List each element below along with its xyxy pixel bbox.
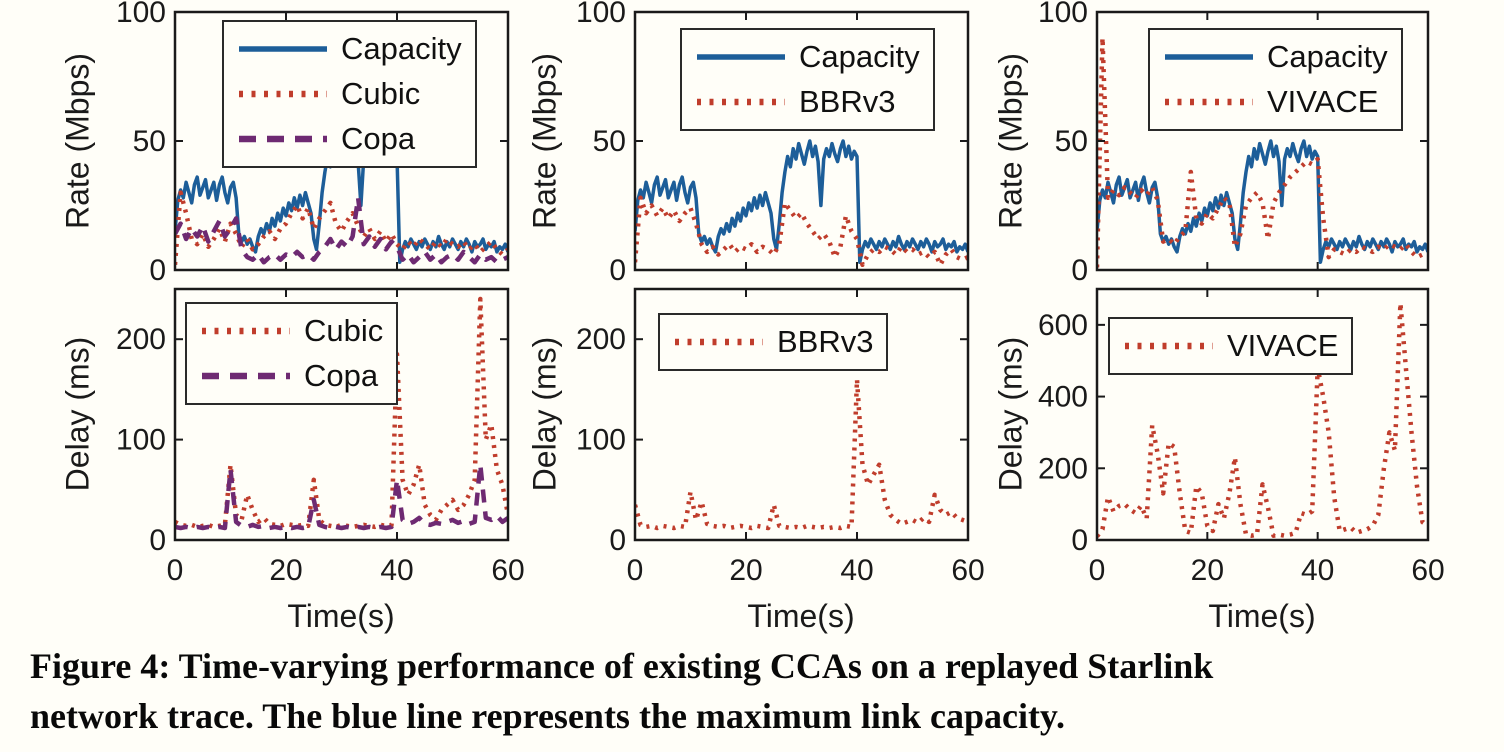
legend-label: Cubic xyxy=(304,313,384,348)
legend-line-sample xyxy=(202,372,290,380)
x-tick-label: 60 xyxy=(951,554,984,587)
legend-label: Cubic xyxy=(341,76,421,111)
y-tick-label: 600 xyxy=(1038,309,1088,342)
legend-entry: VIVACE xyxy=(1163,82,1388,122)
legend-line-sample xyxy=(1165,98,1253,106)
series-copa xyxy=(175,195,508,265)
caption-line-1: Figure 4: Time-varying performance of ex… xyxy=(30,646,1214,686)
x-tick-label: 40 xyxy=(1301,554,1334,587)
ylabel-rate-2: Rate (Mbps) xyxy=(526,52,563,230)
y-tick-label: 100 xyxy=(576,424,626,457)
x-tick-label: 60 xyxy=(1411,554,1444,587)
legend-line-sample xyxy=(202,327,290,335)
y-tick-label: 0 xyxy=(609,254,626,287)
legend-entry: Cubic xyxy=(200,311,383,351)
legend-line-sample xyxy=(239,46,327,52)
legend-entry: Copa xyxy=(200,356,383,396)
y-tick-label: 50 xyxy=(1055,125,1088,158)
axes-box xyxy=(633,287,970,542)
legend-entry: BBRv3 xyxy=(673,322,873,362)
legend-label: VIVACE xyxy=(1227,328,1339,363)
legend-label: Capacity xyxy=(799,39,920,74)
x-tick-label: 40 xyxy=(840,554,873,587)
x-tick-label: 20 xyxy=(1191,554,1224,587)
legend-label: Capacity xyxy=(341,31,462,66)
legend-label: BBRv3 xyxy=(799,84,896,119)
series-bbrv3 xyxy=(635,377,968,531)
legend-delay-bbrv3: BBRv3 xyxy=(658,313,889,371)
series-bbrv3 xyxy=(635,195,968,268)
legend-delay-vivace: VIVACE xyxy=(1108,317,1354,375)
xlabel-time-3: Time(s) xyxy=(1208,598,1316,634)
y-tick-label: 0 xyxy=(1071,254,1088,287)
axes-box xyxy=(173,287,510,542)
y-tick-label: 200 xyxy=(1038,452,1088,485)
legend-rate-bbrv3: Capacity BBRv3 xyxy=(680,28,935,131)
series-cubic xyxy=(175,296,508,530)
legend-label: Copa xyxy=(304,358,379,393)
series-copa xyxy=(175,462,508,531)
legend-rate-vivace: Capacity VIVACE xyxy=(1148,28,1403,131)
ylabel-delay-1: Delay (ms) xyxy=(59,336,96,492)
legend-label: BBRv3 xyxy=(777,324,874,359)
y-tick-label: 0 xyxy=(149,254,166,287)
legend-entry: VIVACE xyxy=(1123,326,1338,366)
legend-line-sample xyxy=(1125,342,1213,350)
legend-line-sample xyxy=(697,98,785,106)
legend-entry: BBRv3 xyxy=(695,82,920,122)
legend-label: Capacity xyxy=(1267,39,1388,74)
x-tick-label: 40 xyxy=(380,554,413,587)
x-tick-label: 20 xyxy=(269,554,302,587)
series-capacity xyxy=(1097,139,1428,265)
x-tick-label: 60 xyxy=(491,554,524,587)
caption-line-2: network trace. The blue line represents … xyxy=(30,696,1065,736)
legend-entry: Cubic xyxy=(237,74,462,114)
y-tick-label: 400 xyxy=(1038,381,1088,414)
ylabel-delay-3: Delay (ms) xyxy=(992,336,1029,492)
y-tick-label: 200 xyxy=(576,323,626,356)
axes-box xyxy=(1095,287,1430,542)
figure-caption: Figure 4: Time-varying performance of ex… xyxy=(30,641,1500,741)
x-tick-label: 20 xyxy=(729,554,762,587)
legend-line-sample xyxy=(675,338,763,346)
y-tick-label: 0 xyxy=(149,524,166,557)
y-tick-label: 0 xyxy=(1071,524,1088,557)
series-vivace xyxy=(1097,35,1428,268)
legend-entry: Copa xyxy=(237,119,462,159)
series-cubic xyxy=(175,190,508,265)
y-tick-label: 200 xyxy=(116,323,166,356)
legend-delay-cubic-copa: Cubic Copa xyxy=(185,302,399,405)
y-tick-label: 100 xyxy=(116,0,166,29)
y-tick-label: 100 xyxy=(1038,0,1088,29)
series-capacity xyxy=(635,139,968,265)
y-tick-label: 50 xyxy=(593,125,626,158)
legend-rate-cubic-copa: Capacity Cubic Copa xyxy=(222,20,477,168)
x-tick-label: 0 xyxy=(167,554,184,587)
legend-label: VIVACE xyxy=(1267,84,1379,119)
ylabel-rate-1: Rate (Mbps) xyxy=(59,52,96,230)
y-tick-label: 0 xyxy=(609,524,626,557)
legend-line-sample xyxy=(239,90,327,98)
legend-label: Copa xyxy=(341,121,416,156)
xlabel-time-1: Time(s) xyxy=(287,598,395,634)
ylabel-delay-2: Delay (ms) xyxy=(526,336,563,492)
y-tick-label: 100 xyxy=(576,0,626,29)
y-tick-label: 50 xyxy=(133,125,166,158)
series-vivace xyxy=(1097,301,1428,538)
legend-entry: Capacity xyxy=(237,29,462,69)
legend-line-sample xyxy=(239,135,327,143)
x-tick-label: 0 xyxy=(627,554,644,587)
y-tick-label: 100 xyxy=(116,424,166,457)
legend-line-sample xyxy=(697,54,785,60)
legend-entry: Capacity xyxy=(695,37,920,77)
legend-entry: Capacity xyxy=(1163,37,1388,77)
x-tick-label: 0 xyxy=(1089,554,1106,587)
xlabel-time-2: Time(s) xyxy=(747,598,855,634)
legend-line-sample xyxy=(1165,54,1253,60)
ylabel-rate-3: Rate (Mbps) xyxy=(992,52,1029,230)
